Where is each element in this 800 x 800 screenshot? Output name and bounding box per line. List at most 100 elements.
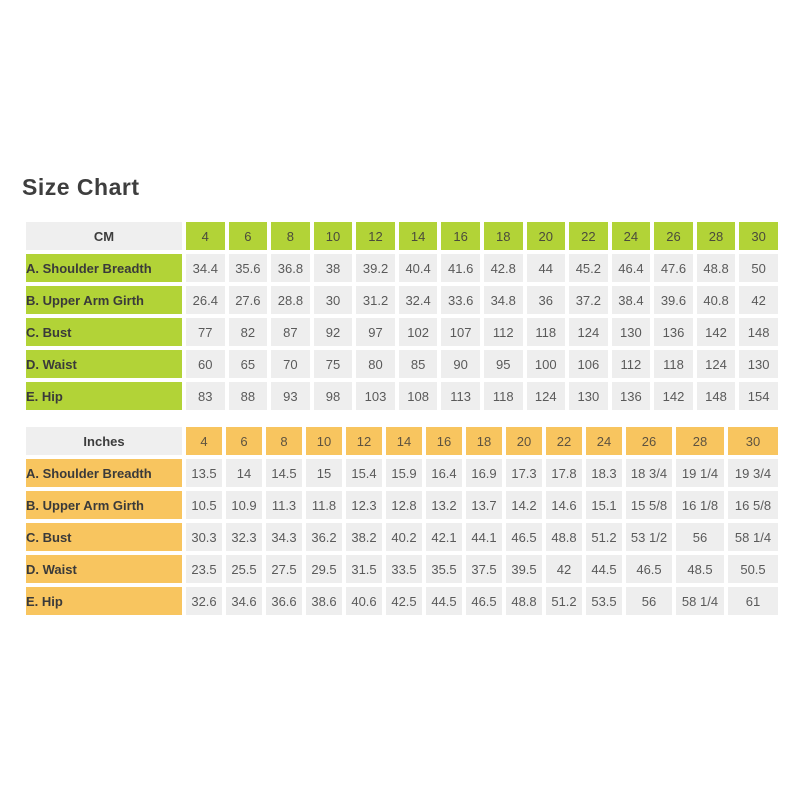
size-column-header: 26 xyxy=(626,427,672,455)
size-value-cell: 48.8 xyxy=(506,587,542,615)
size-value-cell: 39.6 xyxy=(654,286,693,314)
size-value-cell: 50 xyxy=(739,254,778,282)
size-value-cell: 16.9 xyxy=(466,459,502,487)
measurement-row: A. Shoulder Breadth 13.5 14 14.5 15 15.4 15.9 1… xyxy=(26,459,778,487)
size-column-header: 20 xyxy=(526,222,566,250)
measurement-row-label: B. Upper Arm Girth xyxy=(26,286,182,314)
size-value-cell: 38.2 xyxy=(346,523,382,551)
size-value-cell: 42.1 xyxy=(426,523,462,551)
size-value-cell: 25.5 xyxy=(226,555,262,583)
size-value-cell: 28.8 xyxy=(271,286,310,314)
size-value-cell: 83 xyxy=(186,382,225,410)
size-value-cell: 48.8 xyxy=(546,523,582,551)
size-value-cell: 50.5 xyxy=(728,555,778,583)
measurement-row: A. Shoulder Breadth 34.4 35.6 36.8 38 39.2 40.… xyxy=(26,254,778,282)
size-value-cell: 47.6 xyxy=(654,254,693,282)
size-value-cell: 15.9 xyxy=(386,459,422,487)
size-column-header: 30 xyxy=(728,427,778,455)
size-value-cell: 42.8 xyxy=(483,254,523,282)
size-value-cell: 42.5 xyxy=(386,587,422,615)
size-value-cell: 136 xyxy=(654,318,693,346)
size-value-cell: 11.8 xyxy=(306,491,342,519)
size-column-header: 18 xyxy=(483,222,523,250)
size-value-cell: 30.3 xyxy=(186,523,222,551)
size-header-row: Inches 4 6 8 10 12 14 16 18 20 22 24 26 28 30 xyxy=(26,427,778,455)
size-value-cell: 92 xyxy=(313,318,353,346)
size-value-cell: 124 xyxy=(569,318,608,346)
size-column-header: 10 xyxy=(306,427,342,455)
size-value-cell: 34.4 xyxy=(186,254,225,282)
size-value-cell: 58 1/4 xyxy=(676,587,724,615)
size-value-cell: 40.8 xyxy=(696,286,736,314)
size-value-cell: 42 xyxy=(546,555,582,583)
measurement-row-label: E. Hip xyxy=(26,587,182,615)
size-value-cell: 34.3 xyxy=(266,523,302,551)
unit-header-cell: CM xyxy=(26,222,182,250)
size-value-cell: 60 xyxy=(186,350,225,378)
size-value-cell: 10.9 xyxy=(226,491,262,519)
size-value-cell: 46.5 xyxy=(626,555,672,583)
size-column-header: 8 xyxy=(266,427,302,455)
size-value-cell: 106 xyxy=(569,350,608,378)
size-value-cell: 35.6 xyxy=(228,254,268,282)
size-column-header: 4 xyxy=(186,222,225,250)
size-value-cell: 37.5 xyxy=(466,555,502,583)
size-value-cell: 32.4 xyxy=(398,286,438,314)
size-value-cell: 18.3 xyxy=(586,459,622,487)
size-value-cell: 34.6 xyxy=(226,587,262,615)
size-value-cell: 16 5/8 xyxy=(728,491,778,519)
size-value-cell: 39.2 xyxy=(356,254,395,282)
size-value-cell: 44.5 xyxy=(426,587,462,615)
size-value-cell: 14.6 xyxy=(546,491,582,519)
size-value-cell: 31.5 xyxy=(346,555,382,583)
measurement-row: E. Hip 83 88 93 98 103 108 113 118 124 130 136 142 14… xyxy=(26,382,778,410)
measurement-row: E. Hip 32.6 34.6 36.6 38.6 40.6 42.5 44.5 46.5 48… xyxy=(26,587,778,615)
size-column-header: 8 xyxy=(271,222,310,250)
size-value-cell: 124 xyxy=(526,382,566,410)
size-column-header: 28 xyxy=(696,222,736,250)
size-value-cell: 23.5 xyxy=(186,555,222,583)
size-value-cell: 48.5 xyxy=(676,555,724,583)
size-value-cell: 14.5 xyxy=(266,459,302,487)
size-value-cell: 30 xyxy=(313,286,353,314)
size-value-cell: 142 xyxy=(696,318,736,346)
measurement-row: C. Bust 77 82 87 92 97 102 107 112 118 124 130 136 14… xyxy=(26,318,778,346)
size-column-header: 18 xyxy=(466,427,502,455)
size-chart-content: Size Chart CM 4 6 8 10 12 14 16 18 20 22 24 26 28 30 A.… xyxy=(22,174,782,619)
size-value-cell: 46.4 xyxy=(611,254,651,282)
size-value-cell: 51.2 xyxy=(546,587,582,615)
size-column-header: 20 xyxy=(506,427,542,455)
size-value-cell: 12.8 xyxy=(386,491,422,519)
measurement-row-label: A. Shoulder Breadth xyxy=(26,254,182,282)
size-column-header: 14 xyxy=(386,427,422,455)
size-value-cell: 58 1/4 xyxy=(728,523,778,551)
size-value-cell: 87 xyxy=(271,318,310,346)
size-value-cell: 38 xyxy=(313,254,353,282)
size-column-header: 6 xyxy=(226,427,262,455)
size-value-cell: 61 xyxy=(728,587,778,615)
size-value-cell: 13.7 xyxy=(466,491,502,519)
size-value-cell: 130 xyxy=(569,382,608,410)
size-value-cell: 40.2 xyxy=(386,523,422,551)
measurement-row: B. Upper Arm Girth 10.5 10.9 11.3 11.8 12.3 12… xyxy=(26,491,778,519)
size-value-cell: 11.3 xyxy=(266,491,302,519)
size-value-cell: 13.5 xyxy=(186,459,222,487)
size-value-cell: 102 xyxy=(398,318,438,346)
size-value-cell: 34.8 xyxy=(483,286,523,314)
size-value-cell: 37.2 xyxy=(569,286,608,314)
size-value-cell: 48.8 xyxy=(696,254,736,282)
page-title: Size Chart xyxy=(22,174,140,200)
size-value-cell: 19 1/4 xyxy=(676,459,724,487)
size-value-cell: 15 xyxy=(306,459,342,487)
size-value-cell: 27.6 xyxy=(228,286,268,314)
size-value-cell: 90 xyxy=(441,350,480,378)
unit-header-cell: Inches xyxy=(26,427,182,455)
size-value-cell: 148 xyxy=(739,318,778,346)
size-value-cell: 45.2 xyxy=(569,254,608,282)
size-value-cell: 32.3 xyxy=(226,523,262,551)
measurement-row-label: C. Bust xyxy=(26,523,182,551)
size-value-cell: 88 xyxy=(228,382,268,410)
size-column-header: 24 xyxy=(586,427,622,455)
size-value-cell: 136 xyxy=(611,382,651,410)
